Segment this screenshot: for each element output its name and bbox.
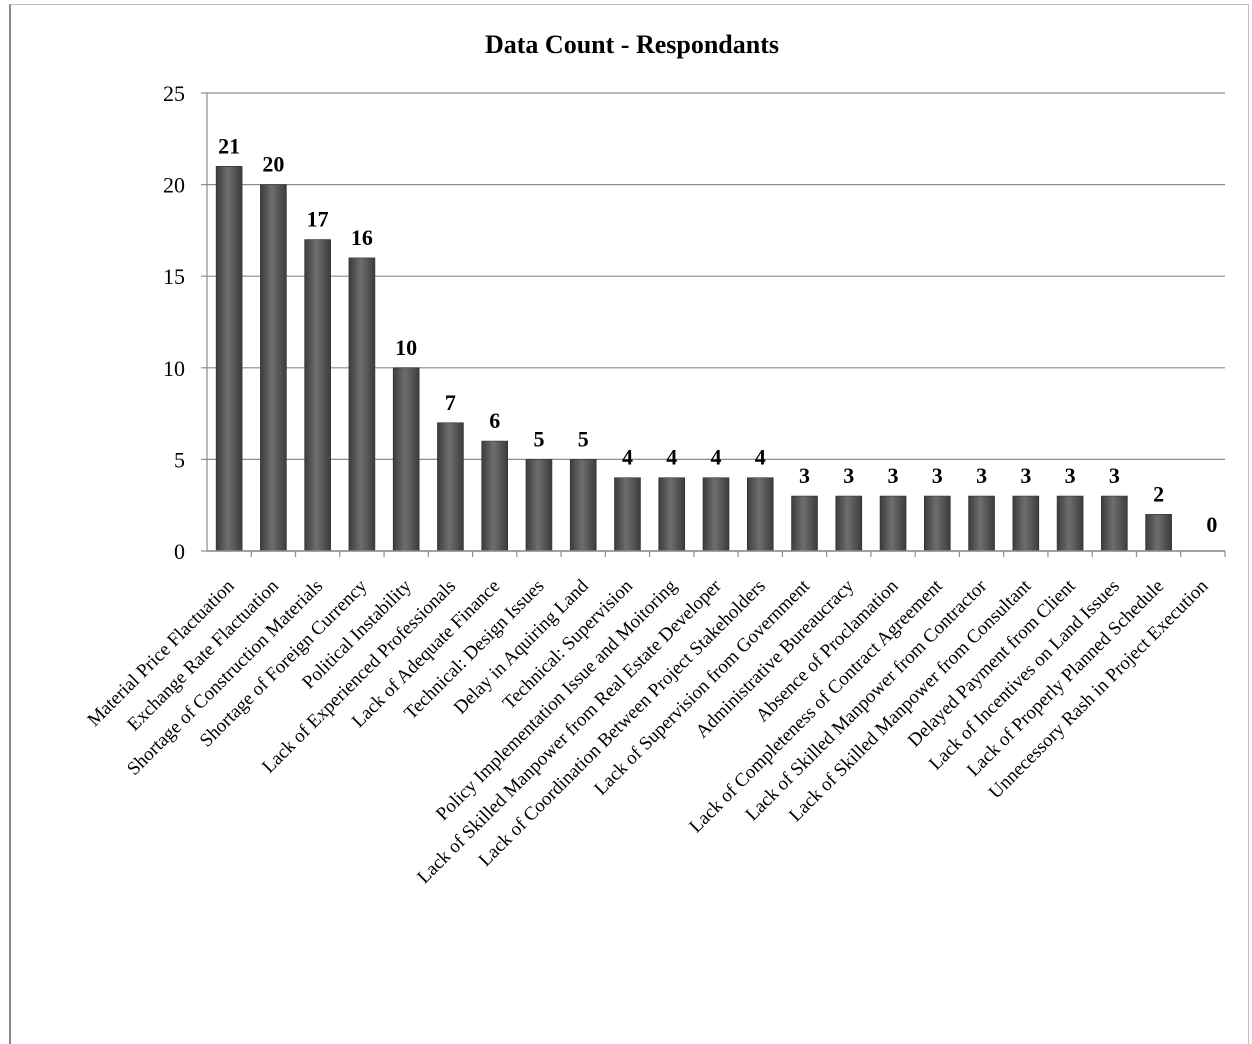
y-tick-label: 15 [163, 264, 185, 289]
bar [968, 495, 995, 552]
data-label: 5 [578, 426, 589, 451]
y-tick-label: 20 [163, 173, 185, 198]
data-label: 7 [445, 390, 456, 415]
y-axis: 0 5 10 15 20 25 [163, 81, 208, 564]
y-tick-label: 0 [174, 539, 185, 564]
bar [746, 477, 774, 552]
data-label: 17 [307, 207, 329, 232]
data-label: 10 [395, 335, 417, 360]
bar [437, 422, 464, 552]
data-label: 3 [888, 463, 899, 488]
bar [348, 257, 376, 552]
data-label: 0 [1206, 512, 1217, 537]
bar [569, 459, 597, 552]
data-label: 3 [1109, 463, 1120, 488]
data-label: 3 [799, 463, 810, 488]
data-label: 4 [666, 445, 677, 470]
bar [481, 440, 508, 552]
bar [304, 239, 331, 552]
y-tick-label: 25 [163, 81, 185, 106]
data-label: 3 [1065, 463, 1076, 488]
data-label: 3 [932, 463, 943, 488]
bar [260, 184, 287, 552]
bar [215, 165, 243, 552]
bar [791, 495, 818, 552]
data-label: 5 [533, 426, 544, 451]
data-label: 3 [1020, 463, 1031, 488]
bar [835, 495, 863, 552]
data-label: 4 [622, 445, 633, 470]
bar [1101, 495, 1128, 552]
data-label: 16 [351, 225, 373, 250]
chart-title: Data Count - Respondants [485, 30, 779, 59]
data-label: 6 [489, 408, 500, 433]
bar [879, 495, 907, 552]
data-label: 3 [843, 463, 854, 488]
bar [614, 477, 641, 552]
bar [1145, 514, 1172, 552]
bar [392, 367, 420, 552]
bars [215, 165, 1172, 552]
data-label: 20 [262, 152, 284, 177]
bar [1012, 495, 1040, 552]
data-label: 21 [218, 133, 240, 158]
bar [1056, 495, 1084, 552]
y-tick-label: 5 [174, 447, 185, 472]
bar [924, 495, 951, 552]
bar [702, 477, 730, 552]
bar [658, 477, 686, 552]
data-label: 2 [1153, 481, 1164, 506]
data-label: 3 [976, 463, 987, 488]
data-label: 4 [755, 445, 766, 470]
bar [525, 459, 553, 552]
y-tick-label: 10 [163, 356, 185, 381]
data-label: 4 [711, 445, 722, 470]
